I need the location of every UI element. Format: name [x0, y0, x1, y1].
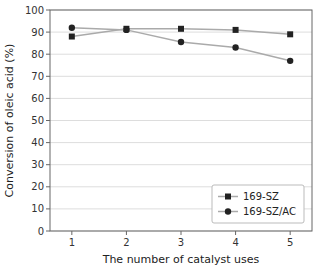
data-point [69, 24, 75, 30]
tick-mark [290, 231, 291, 235]
data-point [232, 44, 238, 50]
data-point [287, 58, 293, 64]
tick-label: 4 [232, 237, 238, 248]
grid-line [50, 98, 312, 99]
tick-mark [46, 186, 50, 187]
tick-label: 10 [31, 203, 44, 214]
tick-mark [235, 231, 236, 235]
x-axis-label: The number of catalyst uses [102, 253, 260, 266]
tick-mark [46, 120, 50, 121]
tick-label: 2 [123, 237, 129, 248]
plot-frame [50, 10, 312, 231]
grid-line [50, 120, 312, 121]
tick-label: 30 [31, 159, 44, 170]
tick-label: 60 [31, 93, 44, 104]
grid-line [50, 76, 312, 77]
data-point [69, 34, 75, 40]
tick-mark [46, 32, 50, 33]
data-point [123, 27, 129, 33]
tick-mark [71, 231, 72, 235]
tick-mark [46, 76, 50, 77]
legend-frame [212, 185, 304, 223]
chart-container: 0 10 20 30 40 50 60 70 80 90 100 1 2 3 4 5 The number of… [0, 0, 322, 271]
legend-label: 169-SZ [243, 191, 279, 202]
tick-mark [46, 10, 50, 11]
tick-mark [46, 231, 50, 232]
tick-label: 40 [31, 137, 44, 148]
tick-mark [181, 231, 182, 235]
tick-label: 100 [25, 5, 44, 16]
legend: 169-SZ 169-SZ/AC [212, 185, 304, 223]
chart: 0 10 20 30 40 50 60 70 80 90 100 1 2 3 4 5 The number of… [0, 0, 322, 271]
tick-label: 90 [31, 27, 44, 38]
tick-label: 80 [31, 49, 44, 60]
grid-line [50, 54, 312, 55]
tick-mark [126, 231, 127, 235]
tick-label: 1 [69, 237, 75, 248]
legend-label: 169-SZ/AC [243, 206, 296, 217]
data-point [287, 31, 293, 37]
data-point [178, 39, 184, 45]
y-axis-label: Conversion of oleic acid (%) [3, 44, 16, 198]
tick-mark [46, 208, 50, 209]
grid-line [50, 142, 312, 143]
grid-line [50, 164, 312, 165]
tick-label: 0 [38, 226, 44, 237]
tick-label: 70 [31, 71, 44, 82]
legend-swatch-marker [225, 208, 231, 214]
legend-swatch-marker [225, 194, 231, 200]
tick-label: 20 [31, 181, 44, 192]
tick-mark [46, 54, 50, 55]
tick-label: 50 [31, 115, 44, 126]
tick-mark [46, 164, 50, 165]
plot-data [69, 24, 294, 64]
tick-label: 5 [287, 237, 293, 248]
data-point [233, 27, 239, 33]
tick-mark [46, 98, 50, 99]
tick-label: 3 [178, 237, 184, 248]
data-point [178, 26, 184, 32]
series-line [72, 28, 290, 61]
tick-mark [46, 142, 50, 143]
